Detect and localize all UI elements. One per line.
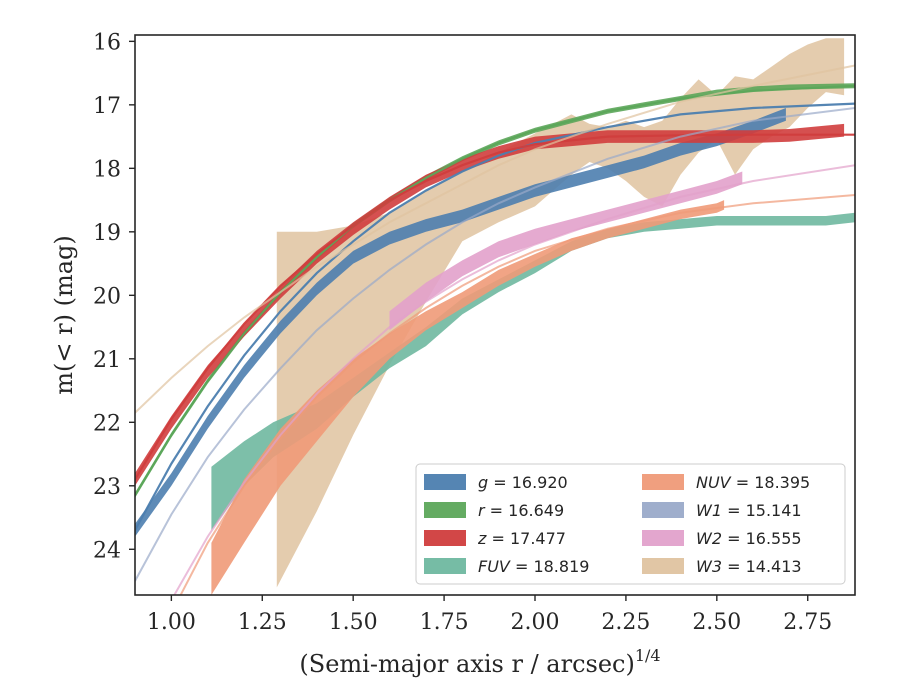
x-axis: 1.00 1.25 1.50 1.75 2.00 2.25 2.50 2.75 [147, 595, 832, 635]
legend-entry-w3: W3 = 14.413 [696, 557, 802, 576]
y-tick-label: 24 [93, 538, 121, 563]
legend: g = 16.920 r = 16.649 z = 17.477 FUV = 18.8… [415, 463, 846, 585]
legend-swatch-w3 [642, 558, 684, 574]
plot-area [135, 38, 855, 595]
x-tick-label: 2.50 [692, 610, 741, 635]
legend-entry-fuv: FUV = 18.819 [478, 557, 589, 576]
y-tick-label: 18 [93, 157, 121, 182]
legend-swatch-r [424, 502, 466, 518]
y-tick-label: 21 [93, 348, 121, 373]
legend-swatch-nuv [642, 474, 684, 490]
legend-entry-w1: W1 = 15.141 [696, 501, 802, 520]
fit-curve-g [135, 102, 855, 531]
x-tick-label: 2.00 [511, 610, 560, 635]
legend-swatch-fuv [424, 558, 466, 574]
legend-entry-nuv: NUV = 18.395 [696, 473, 810, 492]
y-tick-label: 19 [93, 221, 121, 246]
fit-curve-w3 [135, 64, 855, 414]
fit-layer [135, 64, 855, 595]
legend-entry-w2: W2 = 16.555 [696, 529, 802, 548]
y-tick-label: 16 [93, 30, 121, 55]
band-w2 [389, 171, 743, 331]
x-tick-label: 1.00 [147, 610, 196, 635]
legend-swatch-w1 [642, 502, 684, 518]
x-axis-label-main: (Semi-major axis r / arcsec) [299, 650, 634, 678]
x-axis-label-superscript: 1/4 [635, 646, 661, 665]
legend-entry-z: z = 17.477 [477, 529, 566, 548]
x-tick-label: 1.75 [420, 610, 469, 635]
legend-swatch-w2 [642, 530, 684, 546]
x-tick-label: 2.25 [601, 610, 650, 635]
fit-curve-w1 [135, 107, 855, 582]
x-axis-label: (Semi-major axis r / arcsec)1/4 [299, 646, 660, 678]
x-tick-label: 1.50 [329, 610, 378, 635]
y-tick-label: 17 [93, 94, 121, 119]
y-tick-label: 20 [93, 284, 121, 309]
y-tick-label: 22 [93, 411, 121, 436]
fit-curve-z [135, 133, 855, 480]
y-axis-label: m(< r) (mag) [50, 235, 78, 394]
legend-entry-r: r = 16.649 [478, 501, 564, 520]
legend-frame [415, 463, 846, 585]
x-tick-label: 2.75 [783, 610, 832, 635]
y-axis: 16 17 18 19 20 21 22 23 24 [93, 30, 135, 563]
x-tick-label: 1.25 [238, 610, 287, 635]
fit-curve-r [135, 84, 855, 496]
legend-entry-g: g = 16.920 [478, 473, 568, 492]
legend-swatch-z [424, 530, 466, 546]
plot-frame [134, 34, 856, 596]
y-tick-label: 23 [93, 475, 121, 500]
legend-swatch-g [424, 474, 466, 490]
fit-curve-nuv [179, 194, 855, 595]
fit-curve-w2 [173, 164, 855, 595]
